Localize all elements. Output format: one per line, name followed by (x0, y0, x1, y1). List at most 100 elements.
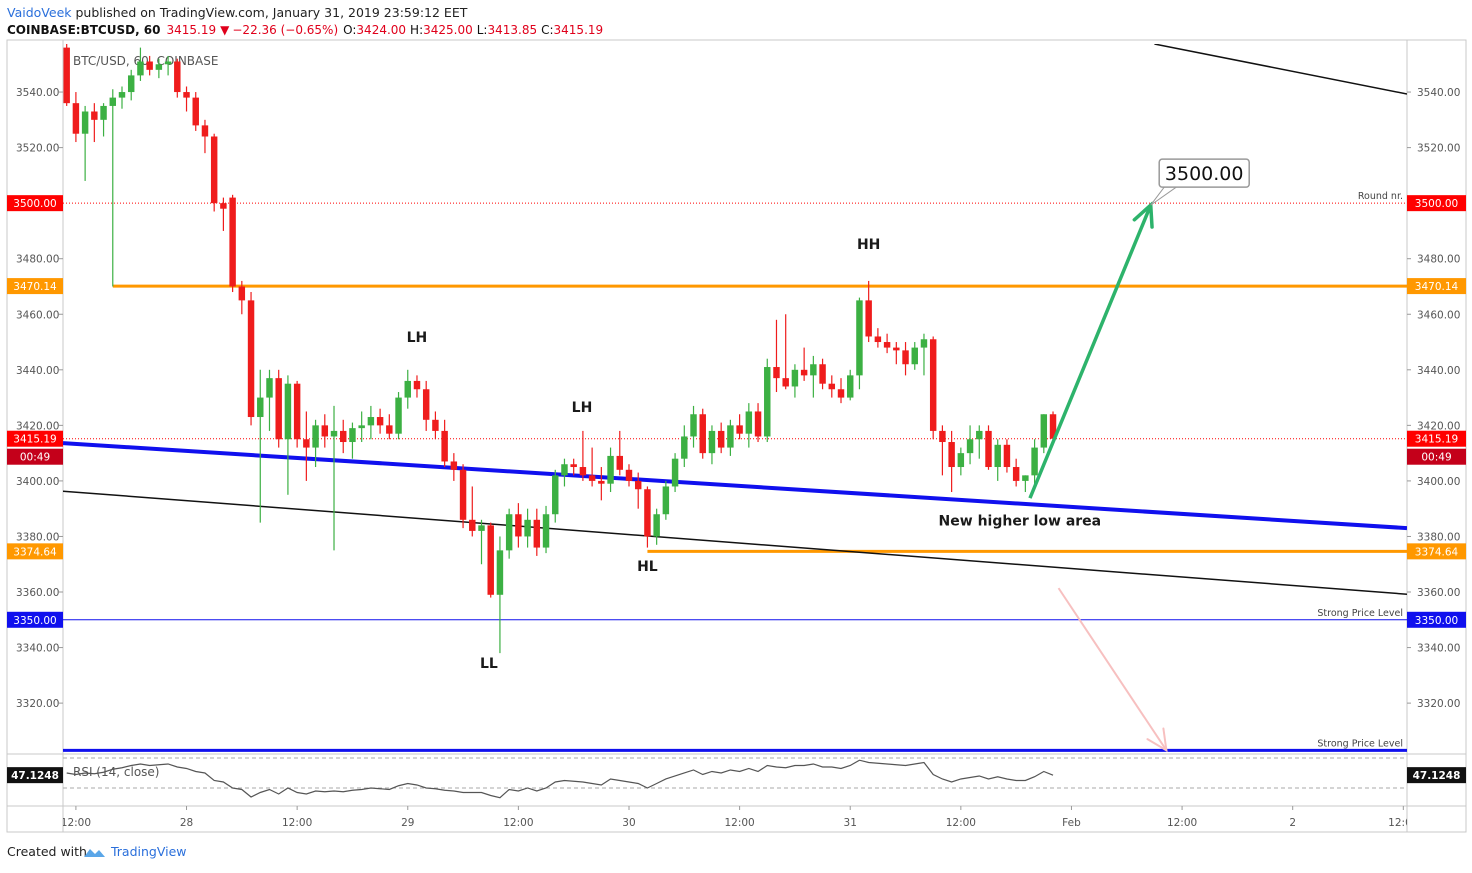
candle-body (413, 380, 421, 390)
x-tick-label: 12:00 (724, 817, 754, 829)
price-label: 3470.14 (13, 281, 57, 293)
candle-body (1003, 444, 1011, 468)
candle-body (459, 469, 467, 520)
annotation: LL (480, 656, 498, 672)
level-note: Strong Price Level (1317, 738, 1403, 749)
candle-body (284, 383, 292, 440)
published: published on TradingView.com, January 31… (76, 5, 468, 20)
price-label-box (1407, 611, 1466, 628)
candle-body (644, 489, 651, 537)
x-tick-label: 31 (844, 817, 857, 829)
candle-body (275, 378, 282, 440)
candle-body (939, 430, 946, 443)
trend-line (63, 441, 1407, 531)
candle-body (948, 442, 955, 468)
symbol: COINBASE:BTCUSD, 60 (7, 23, 161, 37)
candle-body (561, 464, 568, 476)
countdown-box (1407, 448, 1466, 465)
candle-body (109, 97, 117, 106)
candle-body (727, 425, 734, 448)
x-tick-label: 12:00 (282, 817, 312, 829)
price-label: 3374.64 (13, 546, 57, 558)
candle-body (828, 383, 836, 390)
callout-box (1158, 158, 1250, 188)
annotation: HL (637, 559, 658, 575)
y-tick-label: 3480.00 (16, 254, 59, 266)
candle-body (137, 61, 144, 76)
y-tick-label: 3340.00 (16, 643, 59, 655)
candle-body (404, 380, 411, 398)
price-label: 3470.14 (1415, 281, 1459, 293)
price-label: 3415.19 (1415, 434, 1458, 446)
price-label-box (1407, 195, 1466, 212)
candle-body (754, 411, 762, 437)
countdown: 00:49 (1421, 452, 1451, 464)
candle-body (515, 514, 522, 537)
price-label-box (1407, 543, 1466, 560)
rsi-label-box (7, 767, 63, 784)
candle-body (376, 417, 384, 426)
candle-body (745, 411, 753, 434)
y-tick-label: 3380.00 (1417, 531, 1460, 543)
x-tick-label: 12:00 (61, 817, 91, 829)
candle-body (422, 389, 430, 420)
candle-body (616, 455, 623, 470)
c-label: C: (541, 23, 553, 37)
h-label: H: (410, 23, 423, 37)
annotation: New higher low area (939, 513, 1102, 529)
y-tick-label: 3440.00 (1417, 365, 1460, 377)
annotation: LH (407, 330, 428, 346)
candle-body (966, 439, 974, 454)
y-tick-label: 3360.00 (16, 587, 59, 599)
candle-body (118, 92, 126, 98)
candle-body (450, 461, 458, 470)
last: 3415.19 (167, 23, 217, 37)
x-tick-label: 29 (401, 817, 414, 829)
countdown-box (7, 448, 63, 465)
candle-body (210, 136, 218, 204)
callout-pointer (1150, 186, 1177, 206)
arrow-line (1057, 587, 1168, 751)
y-tick-label: 3460.00 (1417, 309, 1460, 321)
candle-body (266, 378, 273, 398)
candle-body (478, 525, 485, 531)
price-label-box (1407, 278, 1466, 295)
candle-body (441, 430, 448, 462)
level-note: Round nr. (1358, 191, 1403, 202)
change: −22.36 (−0.65%) (232, 23, 338, 37)
price-label: 3374.64 (1415, 546, 1459, 558)
y-tick-label: 3520.00 (1417, 143, 1460, 155)
candle-body (911, 347, 918, 365)
x-tick-label: 2 (1289, 817, 1296, 829)
brand[interactable]: TradingView (110, 844, 187, 859)
candle-body (367, 417, 375, 426)
price-label-box (7, 430, 63, 447)
rsi-label: 47.1248 (11, 770, 59, 782)
candle-body (893, 347, 900, 351)
candle-body (321, 425, 329, 437)
candle-body (662, 486, 670, 515)
candle-body (432, 419, 439, 431)
candle-body (496, 550, 504, 595)
candle-body (708, 430, 716, 454)
candle-body (247, 300, 255, 418)
price-label: 3415.19 (13, 434, 56, 446)
candle-body (1040, 414, 1048, 448)
y-tick-label: 3460.00 (16, 309, 59, 321)
candle-body (671, 458, 679, 487)
candle-body (791, 369, 799, 387)
candle-body (1022, 475, 1029, 481)
y-tick-label: 3480.00 (1417, 254, 1460, 266)
x-tick-label: 12:00 (1388, 817, 1418, 829)
arrow-head (1146, 727, 1168, 752)
candle-body (220, 203, 227, 209)
author[interactable]: VaidoVeek (7, 5, 72, 20)
x-tick-label: 12:00 (946, 817, 976, 829)
header-line-1: VaidoVeek published on TradingView.com, J… (7, 5, 468, 20)
candle-body (874, 336, 882, 343)
x-tick-label: 30 (622, 817, 635, 829)
candle-body (340, 430, 347, 443)
candle-body (192, 97, 199, 126)
rsi-label: 47.1248 (1413, 770, 1461, 782)
candle-body (717, 430, 725, 448)
